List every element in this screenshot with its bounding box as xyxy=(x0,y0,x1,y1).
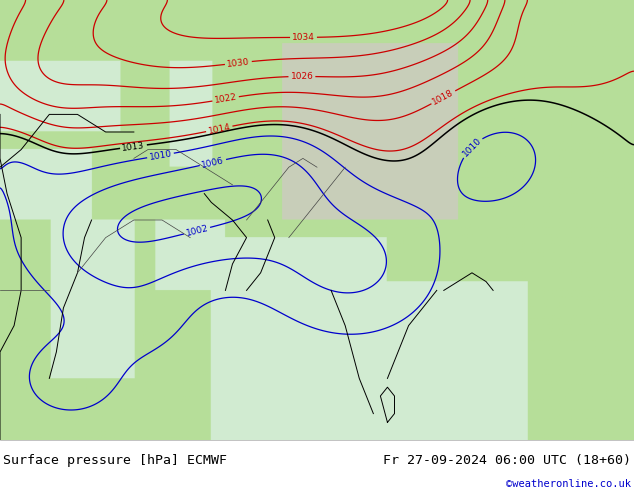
Text: ©weatheronline.co.uk: ©weatheronline.co.uk xyxy=(506,479,631,489)
Text: 1010: 1010 xyxy=(460,136,483,158)
Text: Surface pressure [hPa] ECMWF: Surface pressure [hPa] ECMWF xyxy=(3,454,227,467)
Text: 1006: 1006 xyxy=(201,155,225,170)
Text: 1010: 1010 xyxy=(148,149,172,162)
Text: 1018: 1018 xyxy=(431,88,456,107)
Text: 1014: 1014 xyxy=(207,122,231,136)
Text: 1034: 1034 xyxy=(292,33,315,42)
Text: 1026: 1026 xyxy=(290,72,313,81)
Text: 1022: 1022 xyxy=(214,93,238,105)
Text: 1013: 1013 xyxy=(122,141,145,152)
Text: 1002: 1002 xyxy=(185,223,209,238)
Text: 1030: 1030 xyxy=(226,57,250,69)
Text: Fr 27-09-2024 06:00 UTC (18+60): Fr 27-09-2024 06:00 UTC (18+60) xyxy=(383,454,631,467)
